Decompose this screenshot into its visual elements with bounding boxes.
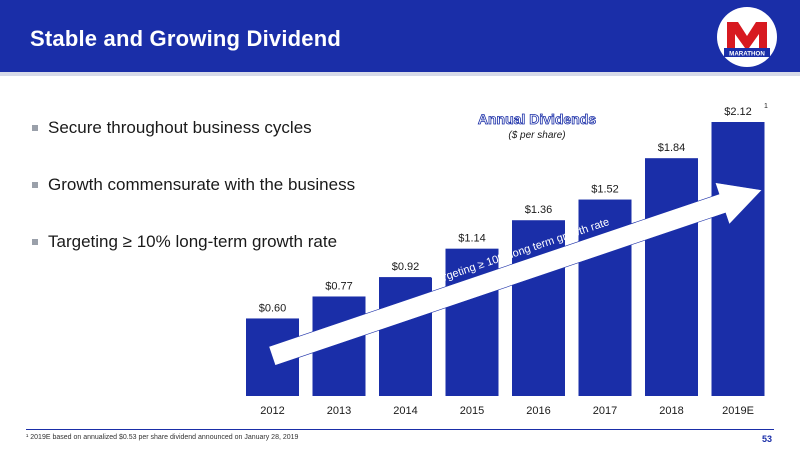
bullet-marker xyxy=(32,125,38,131)
x-tick-label: 2017 xyxy=(593,405,617,417)
data-label: $0.77 xyxy=(325,280,353,292)
data-label: $1.84 xyxy=(658,142,686,154)
slide-title: Stable and Growing Dividend xyxy=(30,26,341,51)
bullet-text: Growth commensurate with the business xyxy=(48,175,356,194)
x-tick-label: 2015 xyxy=(460,405,484,417)
bullet-item: Growth commensurate with the business xyxy=(32,175,355,195)
x-tick-label: 2018 xyxy=(659,405,683,417)
x-tick-label: 2013 xyxy=(327,405,351,417)
bullet-marker xyxy=(32,239,38,245)
x-tick-label: 2016 xyxy=(526,405,550,417)
footnote: ¹ 2019E based on annualized $0.53 per sh… xyxy=(26,434,299,441)
bar xyxy=(711,122,765,396)
bullet-text: Secure throughout business cycles xyxy=(48,118,312,137)
data-label: $1.52 xyxy=(591,184,619,196)
growth-arrow-shape xyxy=(268,182,763,366)
marathon-logo: MARATHON xyxy=(717,7,777,67)
logo-wordmark: MARATHON xyxy=(729,51,765,58)
footnote-marker: 1 xyxy=(764,103,768,110)
x-tick-label: 2019E xyxy=(722,405,754,417)
footer-divider xyxy=(26,429,774,430)
bar xyxy=(645,158,698,396)
x-tick-label: 2012 xyxy=(260,405,284,417)
data-label: $2.12 xyxy=(724,106,752,118)
data-label: $1.36 xyxy=(525,204,553,216)
header-bar: Stable and Growing Dividend MARATHON xyxy=(0,0,800,76)
chart-title: Annual Dividends xyxy=(477,111,597,128)
chart-subtitle: ($ per share) xyxy=(508,130,566,141)
bullet-item: Secure throughout business cycles xyxy=(32,118,312,138)
bullet-item: Targeting ≥ 10% long-term growth rate xyxy=(32,232,337,252)
data-label: $0.60 xyxy=(259,302,287,314)
bullet-text: Targeting ≥ 10% long-term growth rate xyxy=(48,232,338,251)
data-label: $0.92 xyxy=(392,261,420,273)
x-tick-label: 2014 xyxy=(393,405,417,417)
bullet-marker xyxy=(32,182,38,188)
data-label: $1.14 xyxy=(458,233,486,245)
page-number: 53 xyxy=(762,434,773,444)
